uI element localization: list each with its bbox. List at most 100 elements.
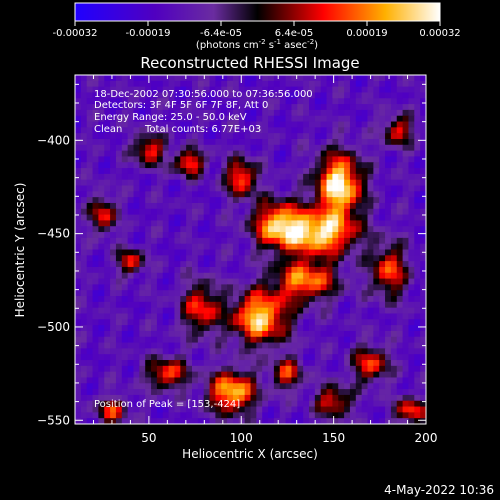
heatmap-cell (402, 383, 410, 390)
heatmap-cell (355, 144, 363, 152)
heatmap-cell (221, 272, 228, 280)
heatmap-cell (320, 243, 328, 251)
heatmap-cell (396, 266, 404, 274)
heatmap-cell (279, 389, 287, 396)
heatmap-cell (110, 342, 117, 349)
heatmap-cell (332, 86, 339, 94)
heatmap-cell (344, 121, 351, 128)
heatmap-cell (344, 220, 351, 227)
heatmap-cell (414, 377, 421, 384)
heatmap-cell (250, 115, 257, 123)
heatmap-cell (408, 202, 415, 210)
heatmap-cell (273, 255, 281, 262)
heatmap-cell (361, 371, 369, 379)
heatmap-cell (232, 173, 240, 181)
heatmap-cell (238, 412, 246, 419)
heatmap-cell (379, 301, 386, 309)
heatmap-cell (127, 144, 135, 152)
x-tick-label: 200 (415, 431, 438, 445)
heatmap-cell (303, 232, 310, 239)
heatmap-cell (244, 296, 252, 303)
heatmap-cell (162, 133, 170, 140)
heatmap-cell (262, 80, 269, 88)
heatmap-cell (268, 330, 275, 338)
heatmap-cell (110, 348, 117, 355)
heatmap-cell (203, 272, 211, 280)
heatmap-cell (174, 208, 181, 216)
heatmap-cell (156, 156, 164, 163)
heatmap-cell (332, 272, 339, 280)
heatmap-cell (338, 144, 345, 152)
heatmap-cell (139, 313, 146, 320)
heatmap-cell (396, 284, 404, 291)
heatmap-cell (115, 336, 123, 344)
heatmap-cell (104, 109, 111, 117)
heatmap-cell (332, 389, 339, 396)
heatmap-cell (349, 325, 357, 332)
heatmap-cell (414, 266, 421, 274)
heatmap-cell (133, 104, 140, 111)
heatmap-cell (104, 202, 111, 210)
heatmap-cell (156, 325, 164, 332)
heatmap-cell (420, 144, 426, 152)
heatmap-cell (174, 168, 181, 175)
heatmap-cell (215, 202, 222, 210)
heatmap-cell (145, 319, 152, 326)
heatmap-cell (133, 325, 140, 332)
heatmap-cell (338, 86, 345, 94)
heatmap-cell (174, 266, 181, 274)
heatmap-cell (127, 127, 135, 134)
heatmap-cell (221, 325, 228, 332)
heatmap-cell (162, 394, 170, 402)
heatmap-cell (250, 249, 257, 256)
heatmap-cell (285, 336, 293, 344)
heatmap-cell (203, 360, 211, 367)
heatmap-cell (338, 319, 345, 326)
heatmap-cell (151, 313, 158, 320)
heatmap-cell (396, 115, 404, 123)
heatmap-cell (297, 75, 304, 82)
heatmap-cell (338, 360, 345, 367)
heatmap-cell (420, 208, 426, 216)
heatmap-cell (209, 394, 216, 402)
heatmap-cell (344, 336, 351, 344)
heatmap-cell (314, 371, 322, 379)
heatmap-cell (203, 220, 211, 227)
heatmap-cell (326, 214, 333, 222)
heatmap-cell (268, 365, 275, 373)
heatmap-cell (402, 179, 410, 187)
heatmap-cell (168, 173, 176, 181)
heatmap-cell (104, 92, 111, 99)
heatmap-cell (244, 266, 252, 274)
heatmap-cell (162, 360, 170, 367)
heatmap-cell (209, 406, 216, 413)
heatmap-cell (262, 406, 269, 413)
heatmap-cell (145, 389, 152, 396)
heatmap-cell (156, 394, 164, 402)
heatmap-cell (227, 127, 234, 134)
heatmap-cell (402, 284, 410, 291)
heatmap-cell (162, 173, 170, 181)
heatmap-cell (349, 168, 357, 175)
heatmap-cell (262, 354, 269, 361)
heatmap-cell (320, 371, 328, 379)
heatmap-cell (320, 255, 328, 262)
heatmap-cell (326, 75, 333, 82)
heatmap-cell (139, 330, 146, 338)
heatmap-cell (326, 249, 333, 256)
heatmap-cell (268, 296, 275, 303)
heatmap-cell (367, 86, 374, 94)
heatmap-cell (133, 255, 140, 262)
heatmap-cell (256, 150, 263, 158)
heatmap-cell (390, 133, 398, 140)
heatmap-cell (320, 307, 328, 315)
heatmap-cell (162, 226, 170, 233)
heatmap-cell (379, 109, 386, 117)
heatmap-cell (244, 220, 252, 227)
heatmap-cell (156, 278, 164, 285)
heatmap-cell (156, 168, 164, 175)
heatmap-cell (390, 156, 398, 163)
heatmap-cell (80, 296, 88, 303)
heatmap-cell (192, 394, 199, 402)
heatmap-cell (162, 232, 170, 239)
